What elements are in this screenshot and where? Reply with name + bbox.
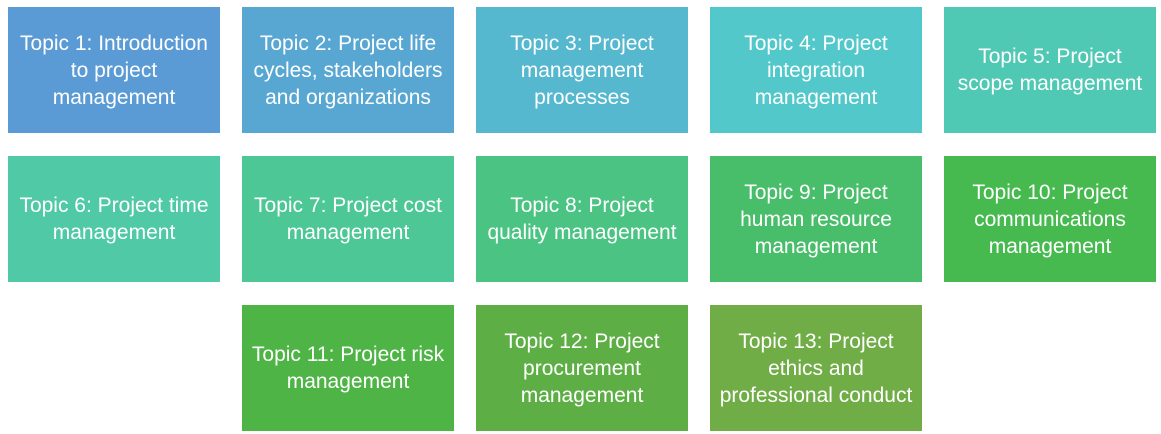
topic-13-tile: Topic 13: Project ethics and professiona…	[710, 305, 922, 431]
topic-9-tile: Topic 9: Project human resource manageme…	[710, 156, 922, 282]
topic-5-tile: Topic 5: Project scope management	[944, 7, 1156, 133]
topic-11-tile: Topic 11: Project risk management	[242, 305, 454, 431]
topic-2-tile: Topic 2: Project life cycles, stakeholde…	[242, 7, 454, 133]
topic-6-tile: Topic 6: Project time management	[8, 156, 220, 282]
topic-3-label: Topic 3: Project management processes	[510, 31, 654, 109]
topic-5-label: Topic 5: Project scope management	[957, 45, 1143, 95]
topic-12-label: Topic 12: Project procurement management	[504, 329, 660, 407]
topic-4-tile: Topic 4: Project integration management	[710, 7, 922, 133]
topic-1-tile: Topic 1: Introduction to project managem…	[8, 7, 220, 133]
topic-12-tile: Topic 12: Project procurement management	[476, 305, 688, 431]
topic-2-label: Topic 2: Project life cycles, stakeholde…	[253, 31, 443, 109]
topic-10-tile: Topic 10: Project communications managem…	[944, 156, 1156, 282]
topic-11-label: Topic 11: Project risk management	[251, 343, 445, 393]
topic-1-label: Topic 1: Introduction to project managem…	[20, 31, 208, 109]
topic-4-label: Topic 4: Project integration management	[744, 31, 888, 109]
topic-6-label: Topic 6: Project time management	[19, 194, 209, 244]
topic-7-label: Topic 7: Project cost management	[254, 194, 442, 244]
topic-3-tile: Topic 3: Project management processes	[476, 7, 688, 133]
topic-8-tile: Topic 8: Project quality management	[476, 156, 688, 282]
topic-9-label: Topic 9: Project human resource manageme…	[740, 180, 892, 258]
topic-8-label: Topic 8: Project quality management	[487, 194, 677, 244]
topic-7-tile: Topic 7: Project cost management	[242, 156, 454, 282]
topic-10-label: Topic 10: Project communications managem…	[972, 180, 1128, 258]
topic-13-label: Topic 13: Project ethics and professiona…	[719, 329, 913, 407]
